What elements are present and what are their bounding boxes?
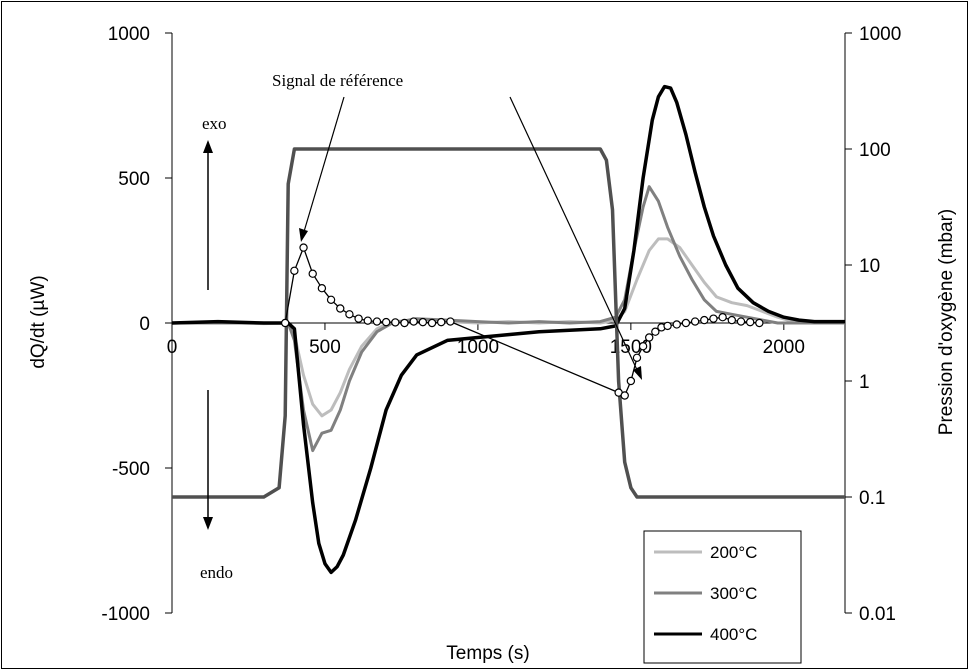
x-tick-label: 2000	[763, 337, 805, 358]
y-tick-label: -1000	[101, 604, 150, 625]
y2-tick-label: 1000	[859, 24, 901, 45]
reference-marker	[638, 342, 648, 351]
reference-marker	[446, 317, 455, 326]
reference-marker	[308, 269, 317, 278]
x-tick-label: 1500	[610, 337, 652, 358]
reference-marker	[345, 310, 354, 319]
reference-marker	[290, 266, 299, 275]
reference-pointer-2-head	[633, 366, 642, 380]
annotations: Signal de référence exo endo	[200, 71, 642, 582]
reference-marker	[681, 318, 691, 328]
reference-marker	[663, 321, 672, 331]
series-line-3	[172, 147, 845, 499]
reference-annotation: Signal de référence	[272, 71, 403, 90]
x-tick-label: 0	[167, 337, 178, 358]
reference-marker	[718, 313, 727, 322]
legend-label-400: 400°C	[710, 625, 757, 644]
y-tick-label: 0	[139, 314, 150, 335]
reference-marker	[709, 314, 718, 323]
reference-marker	[727, 315, 737, 325]
reference-marker	[437, 317, 446, 327]
y2-tick-label: 1	[859, 372, 870, 393]
y2-tick-label: 0.01	[859, 604, 896, 625]
reference-marker	[336, 304, 345, 313]
reference-pointer-1	[302, 96, 345, 236]
y2-tick-label: 100	[859, 140, 891, 161]
legend: 200°C 300°C 400°C	[643, 530, 802, 664]
x-tick-label: 500	[309, 337, 341, 358]
series-layer	[171, 84, 845, 575]
y2-tick-label: 10	[859, 256, 880, 277]
series-line-2	[171, 84, 845, 575]
reference-marker	[354, 314, 363, 323]
reference-marker	[418, 317, 428, 327]
series-line-1	[172, 185, 845, 453]
reference-marker	[672, 320, 681, 329]
reference-marker	[700, 315, 709, 325]
x-axis-label: Temps (s)	[446, 643, 529, 664]
y2-tick-label: 0.1	[859, 488, 885, 509]
exo-arrow-head	[203, 140, 213, 153]
y-tick-label: -500	[112, 459, 150, 480]
reference-marker	[372, 317, 382, 326]
x-tick-label: 1000	[457, 337, 499, 358]
reference-marker	[299, 243, 308, 252]
reference-marker	[651, 327, 660, 336]
reference-marker	[626, 376, 636, 386]
series-line-0	[171, 237, 845, 418]
reference-marker	[381, 317, 391, 327]
reference-marker	[645, 333, 654, 342]
reference-marker	[280, 318, 290, 328]
y-tick-label: 500	[118, 169, 150, 190]
reference-pointer-2	[509, 96, 639, 373]
reference-marker	[391, 318, 400, 327]
reference-marker	[326, 295, 336, 304]
reference-marker	[632, 353, 642, 362]
legend-label-200: 200°C	[710, 543, 757, 562]
axes: 1000 500 0 -500 -1000 1000 100 10 1 0.1 0.01 0 500 10…	[101, 24, 901, 625]
reference-marker	[400, 318, 409, 328]
exo-label: exo	[202, 114, 227, 133]
reference-marker	[363, 316, 372, 325]
reference-marker	[690, 317, 700, 326]
reference-marker	[620, 391, 629, 400]
y2-axis-label: Pression d'oxygène (mbar)	[936, 209, 957, 435]
endo-label: endo	[200, 563, 233, 582]
y-tick-label: 1000	[108, 24, 150, 45]
reference-marker	[736, 317, 746, 326]
y-axis-label: dQ/dt (µW)	[28, 275, 49, 368]
reference-marker	[317, 284, 327, 293]
reference-pointer-1-head	[299, 228, 308, 242]
reference-marker	[755, 318, 764, 328]
reference-marker	[427, 318, 437, 328]
legend-label-300: 300°C	[710, 584, 757, 603]
reference-marker	[745, 317, 755, 327]
endo-arrow-head	[203, 517, 213, 530]
reference-marker	[409, 317, 418, 326]
